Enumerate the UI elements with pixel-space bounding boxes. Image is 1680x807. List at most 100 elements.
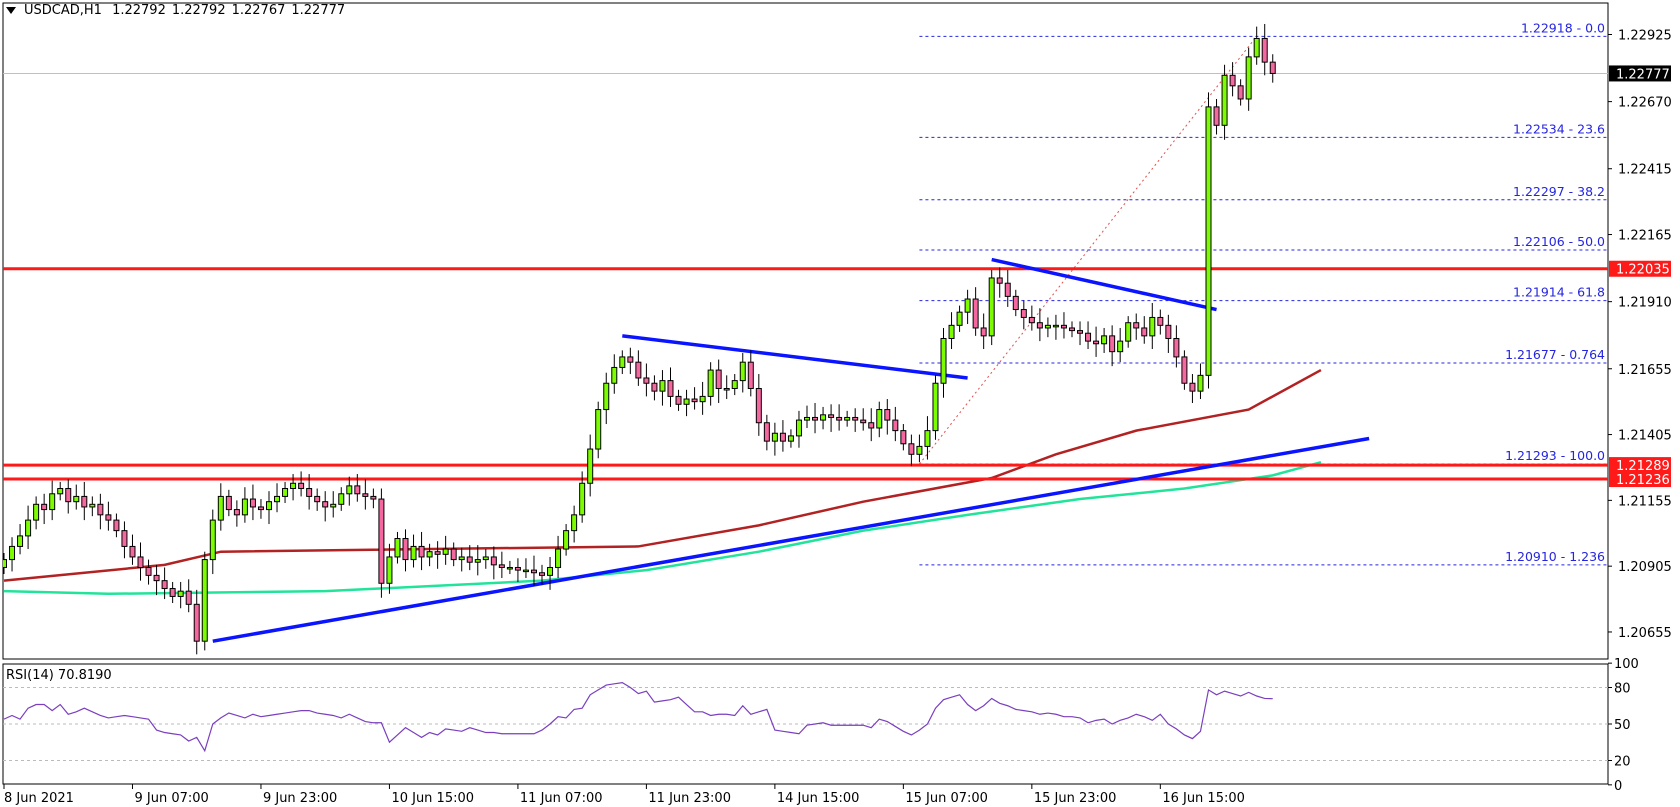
- candle: [1060, 312, 1067, 339]
- candle: [844, 410, 851, 427]
- candle: [265, 491, 272, 525]
- candle-body: [233, 509, 240, 516]
- candle: [482, 549, 489, 569]
- candle-body: [490, 556, 497, 566]
- candle-body: [555, 548, 562, 568]
- candle-body: [1237, 85, 1244, 100]
- candle-body: [715, 369, 722, 390]
- candle: [306, 474, 313, 510]
- candle: [73, 484, 80, 510]
- moving-average-fast: [3, 368, 1322, 582]
- candle: [771, 422, 778, 456]
- candle: [105, 501, 112, 531]
- candle: [498, 551, 505, 579]
- candle-body: [410, 545, 417, 561]
- candle-body: [892, 419, 899, 432]
- candle-body: [996, 277, 1003, 284]
- candle-body: [514, 566, 521, 571]
- candle-body: [169, 588, 176, 597]
- candle: [506, 560, 513, 575]
- candle-body: [579, 482, 586, 516]
- candle-body: [330, 503, 337, 508]
- level-price-tag: [1609, 471, 1671, 488]
- candle-body: [659, 380, 666, 392]
- price-tick-label: 1.21910: [1618, 296, 1672, 311]
- candle: [787, 429, 794, 448]
- candle-body: [161, 580, 168, 590]
- triangle-down-icon[interactable]: [6, 7, 16, 14]
- candle-body: [988, 277, 995, 337]
- candle-body: [1077, 330, 1084, 334]
- candle: [1269, 54, 1276, 83]
- time-tick-label: 9 Jun 23:00: [263, 791, 337, 806]
- candle-body: [177, 590, 184, 597]
- candle: [466, 545, 473, 571]
- candle-body: [707, 369, 714, 397]
- candle: [555, 535, 562, 579]
- candle-body: [868, 422, 875, 429]
- candle-body: [378, 498, 385, 584]
- candle-body: [675, 395, 682, 405]
- trendline: [212, 436, 1370, 643]
- candle-body: [940, 337, 947, 384]
- candle: [795, 410, 802, 448]
- candle-body: [1261, 37, 1268, 63]
- candle: [1205, 92, 1212, 389]
- candle: [1237, 79, 1244, 106]
- fib-level-label: 1.21677 - 0.764: [1505, 347, 1605, 362]
- candle-body: [145, 566, 152, 576]
- candle: [988, 270, 995, 346]
- candle: [852, 408, 859, 432]
- price-tick-label: 1.21655: [1618, 363, 1672, 378]
- time-tick-label: 11 Jun 07:00: [520, 791, 603, 806]
- candle-body: [290, 482, 297, 490]
- candle-body: [539, 572, 546, 576]
- ohlc-high: 1.22792: [171, 3, 226, 18]
- candle: [241, 487, 248, 523]
- candle-body: [370, 495, 377, 500]
- candle-body: [643, 377, 650, 384]
- level-price-tag: [1609, 260, 1671, 277]
- candle-body: [434, 551, 441, 555]
- time-tick-label: 14 Jun 15:00: [777, 791, 860, 806]
- candle: [1036, 308, 1043, 342]
- candle-body: [924, 430, 931, 447]
- candle: [587, 434, 594, 497]
- candle: [579, 471, 586, 523]
- level-price-tag: [1609, 457, 1671, 474]
- candle-body: [322, 501, 329, 508]
- candle: [57, 481, 64, 501]
- candle-body: [217, 495, 224, 521]
- price-tick-label: 1.20655: [1618, 626, 1672, 641]
- candle: [547, 556, 554, 590]
- ohlc-close: 1.22777: [291, 3, 346, 18]
- candle: [972, 287, 979, 336]
- candle-body: [338, 493, 345, 505]
- level-price-label: 1.21289: [1616, 459, 1670, 474]
- level-price-label: 1.21236: [1616, 473, 1670, 488]
- candle-body: [1004, 282, 1011, 297]
- candle: [627, 347, 634, 375]
- candle-body: [828, 414, 835, 418]
- candle: [739, 352, 746, 393]
- candle-body: [587, 448, 594, 484]
- candle-body: [458, 556, 465, 561]
- candle-body: [249, 498, 256, 508]
- candle-body: [466, 556, 473, 563]
- candle-body: [1085, 332, 1092, 342]
- candle-body: [972, 298, 979, 329]
- candle: [892, 406, 899, 442]
- candle: [1004, 270, 1011, 307]
- candle: [97, 493, 104, 530]
- candle-body: [314, 495, 321, 503]
- candle: [434, 541, 441, 569]
- rsi-tick-label: 20: [1614, 755, 1631, 770]
- candle-body: [731, 380, 738, 390]
- candle-body: [1269, 61, 1276, 74]
- candle-body: [619, 356, 626, 368]
- candle: [378, 488, 385, 598]
- candle-body: [667, 380, 674, 397]
- moving-average-slow: [3, 460, 1322, 596]
- candle-body: [474, 559, 481, 563]
